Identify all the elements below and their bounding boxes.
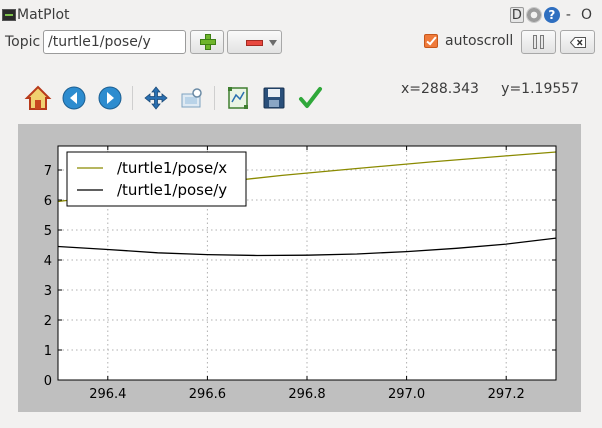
configure-subplots-icon[interactable] <box>224 84 252 112</box>
legend-box <box>66 151 247 207</box>
back-icon[interactable] <box>60 84 88 112</box>
pause-icon <box>533 35 545 49</box>
legend-label: /turtle1/pose/y <box>117 181 227 199</box>
toolbar-separator <box>214 86 215 110</box>
y-tick-label: 0 <box>44 374 52 389</box>
pause-button[interactable] <box>521 30 556 54</box>
zoom-icon[interactable] <box>178 84 206 112</box>
chevron-down-icon <box>269 40 277 46</box>
y-tick-label: 3 <box>44 284 52 299</box>
pan-icon[interactable] <box>142 84 170 112</box>
y-tick-label: 6 <box>44 194 52 209</box>
minimize-button[interactable]: - <box>565 7 571 23</box>
plus-icon <box>200 34 216 50</box>
add-topic-button[interactable] <box>190 30 224 54</box>
x-tick-label: 297.2 <box>488 387 525 402</box>
window-title: MatPlot <box>17 7 70 23</box>
title-bar: MatPlot D ? - O <box>0 0 602 30</box>
x-tick-label: 297.0 <box>388 387 425 402</box>
y-tick-label: 5 <box>44 224 52 239</box>
forward-icon[interactable] <box>96 84 124 112</box>
save-icon[interactable] <box>260 84 288 112</box>
help-icon[interactable]: ? <box>543 7 560 23</box>
autoscroll-toggle[interactable]: autoscroll <box>424 33 513 49</box>
y-tick-label: 2 <box>44 314 52 329</box>
window-controls: D ? - O <box>509 6 596 24</box>
topic-input[interactable] <box>43 30 186 54</box>
y-tick-label: 7 <box>44 164 52 179</box>
autoscroll-checkbox[interactable] <box>424 34 438 48</box>
plot-canvas[interactable]: 0 1 2 3 4 5 6 7 296.4 296.6 296.8 297.0 297.2/turtle… <box>18 124 581 412</box>
dock-button[interactable]: D <box>509 7 524 23</box>
autoscroll-label: autoscroll <box>445 33 514 49</box>
toolbar-separator <box>132 86 133 110</box>
x-tick-label: 296.6 <box>189 387 226 402</box>
gear-icon[interactable] <box>525 7 542 23</box>
remove-topic-button[interactable] <box>227 30 282 54</box>
x-tick-label: 296.8 <box>288 387 325 402</box>
matplot-app-icon <box>2 9 16 21</box>
home-icon[interactable] <box>24 84 52 112</box>
close-button[interactable]: O <box>580 7 592 23</box>
y-tick-label: 1 <box>44 344 52 359</box>
series-line-2 <box>58 237 556 257</box>
topic-label: Topic <box>5 34 41 50</box>
y-tick-label: 4 <box>44 254 52 269</box>
minus-icon <box>246 40 263 46</box>
line-chart[interactable]: 0 1 2 3 4 5 6 7 296.4 296.6 296.8 297.0 297.2/turtle… <box>18 124 581 412</box>
cursor-coordinates: x=288.343 y=1.19557 <box>401 81 580 97</box>
plot-axes-frame <box>57 145 557 381</box>
edit-check-icon[interactable] <box>296 84 324 112</box>
x-tick-label: 296.4 <box>89 387 126 402</box>
topic-bar: Topic autoscroll <box>0 30 602 56</box>
clear-button[interactable] <box>560 30 595 54</box>
legend-label: /turtle1/pose/x <box>117 159 227 177</box>
clear-icon <box>570 37 586 48</box>
